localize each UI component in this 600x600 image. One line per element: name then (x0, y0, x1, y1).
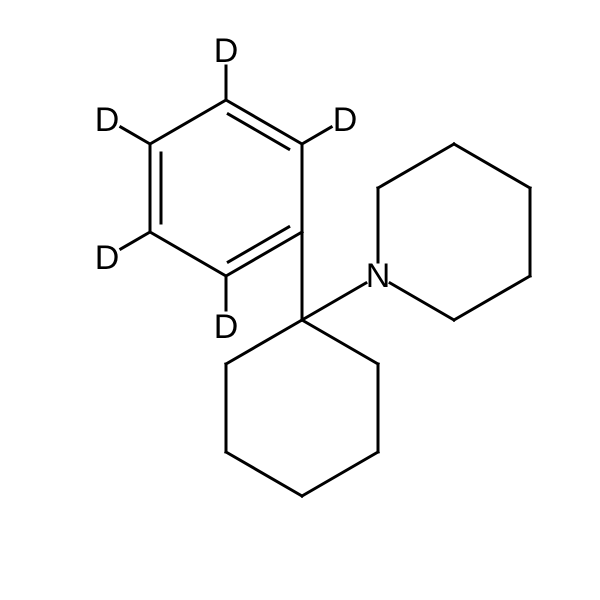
bond-16 (454, 144, 530, 188)
deuterium-label-D3: D (95, 101, 120, 139)
bond-13 (302, 283, 366, 320)
bond-15 (378, 144, 454, 188)
nitrogen-label: N (366, 257, 391, 295)
bond-4 (150, 100, 226, 144)
chemical-structure-diagram: N D D D D D (0, 0, 600, 600)
bond-1 (226, 232, 302, 276)
bond-22 (121, 127, 150, 144)
bond-9 (226, 452, 302, 496)
bond-5 (226, 100, 302, 144)
bond-19 (390, 283, 454, 320)
bond-2 (150, 232, 226, 276)
deuterium-label-D1: D (333, 101, 358, 139)
deuterium-label-D2: D (214, 32, 239, 70)
bond-23 (121, 232, 150, 249)
bond-10 (302, 452, 378, 496)
deuterium-label-D4: D (95, 239, 120, 277)
bond-18 (454, 276, 530, 320)
bond-20 (302, 127, 331, 144)
deuterium-label-D5: D (214, 308, 239, 346)
bond-12 (302, 320, 378, 364)
